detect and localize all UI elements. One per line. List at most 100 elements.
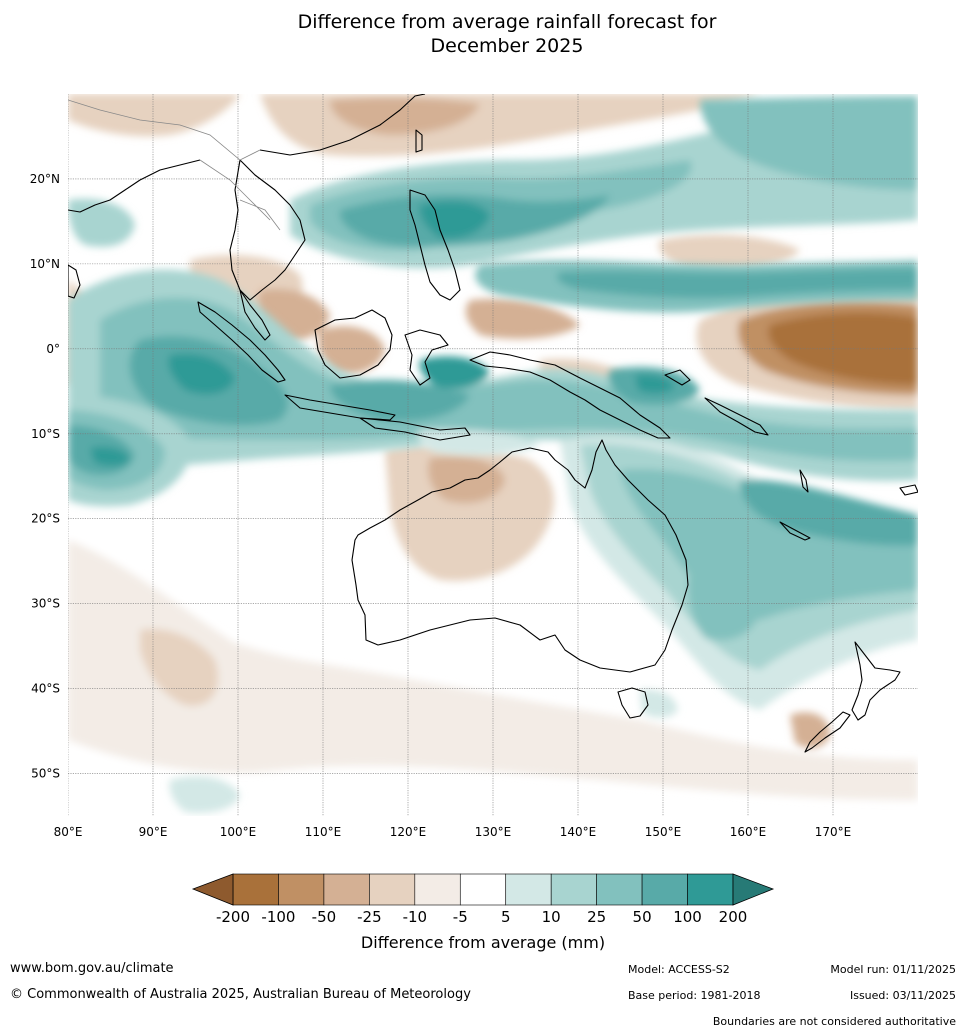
lat-label: 40°S [31,682,60,696]
colorbar-tick-label: 50 [633,908,652,926]
coastline-sri-lanka [68,264,81,299]
footer-disclaimer: Boundaries are not considered authoritat… [712,1015,956,1028]
coastline-indochina [229,159,306,301]
wet-region-itcz-core [556,268,918,299]
colorbar-label: Difference from average (mm) [361,933,605,952]
lat-label: 20°S [31,512,60,526]
lat-label: 10°S [31,427,60,441]
lon-label: 80°E [54,825,83,839]
coastline-nz-north [851,641,901,721]
footer-model: Model: ACCESS-S2 [628,963,730,976]
coastline-china-south [259,94,426,156]
coastline-sumatra [197,301,286,383]
lon-label: 130°E [475,825,512,839]
lon-label: 160°E [730,825,767,839]
coastline-new-britain [664,369,691,386]
longitude-labels: 80°E 90°E 100°E 110°E 120°E 130°E 140°E 150°E 16… [54,825,852,839]
wet-region-southern-ocean [169,776,240,813]
colorbar-swatch [687,873,734,906]
colorbar-extend-high [732,873,775,906]
coastline-timor-group [359,417,471,441]
footer-website[interactable]: www.bom.gov.au/climate [10,961,174,976]
coastline-new-caledonia [779,521,811,541]
colorbar-tick-label: -200 [216,908,250,926]
colorbar-swatch [596,873,643,906]
colorbar-swatch [414,873,461,906]
wet-region-indian-equatorial-peak [168,353,235,395]
wet-region-north-pacific-band [700,96,918,190]
colorbar-swatch [505,873,552,906]
coastline-borneo [314,309,393,379]
colorbar-tick-label: -10 [403,908,428,926]
latitude-labels: 20°N 10°N 0° 10°S 20°S 30°S 40°S 50°S [30,172,60,781]
dry-region-south-china-core [330,97,480,135]
lon-label: 150°E [645,825,682,839]
colorbar-extend-low [191,873,234,906]
coastline-new-guinea [469,351,671,439]
dry-region-borneo [318,326,385,374]
footer-issued: Issued: 03/11/2025 [849,989,956,1002]
coastline-australia [351,439,689,673]
colorbar-tick-label: 25 [587,908,606,926]
map-title: Difference from average rainfall forecas… [0,10,965,58]
map-title-line2: December 2025 [430,35,584,57]
colorbar-swatch [232,873,279,906]
dry-region-western-pacific [658,234,800,270]
colorbar: -200 -100 -50 -25 -10 -5 5 10 25 50 100 200 Differe… [191,873,775,952]
colorbar-tick-label: 100 [673,908,702,926]
colorbar-tick-label: -5 [453,908,468,926]
coastline-nz-south [804,711,851,753]
colorbar-swatch [459,873,507,906]
footer-copyright: © Commonwealth of Australia 2025, Austra… [10,987,471,1002]
lat-label: 10°N [30,257,60,271]
dry-region-northwest-australia [385,444,554,581]
lat-label: 0° [46,342,60,356]
colorbar-tick-label: -50 [312,908,337,926]
lon-label: 120°E [390,825,427,839]
dry-region-indian-ocean-south [140,629,219,706]
wet-region-indian-equatorial-mid [100,297,918,462]
lon-label: 110°E [305,825,342,839]
dry-region-sulawesi [465,298,580,339]
colorbar-tick-labels: -200 -100 -50 -25 -10 -5 5 10 25 50 100 200 [216,908,747,926]
colorbar-tick-label: -100 [261,908,295,926]
wet-region-coral-sea-core [620,469,918,620]
colorbar-swatch [550,873,597,906]
coastline-fiji [899,484,918,496]
footer-base-period: Base period: 1981-2018 [628,989,761,1002]
map-panel [68,94,918,816]
lon-label: 90°E [139,825,168,839]
colorbar-swatch [278,873,325,906]
wet-region-andaman [68,198,135,247]
map-title-line1: Difference from average rainfall forecas… [297,11,717,33]
wet-anomaly-contours [68,96,918,813]
dry-region-southern-ocean [68,570,918,800]
coastline-java [284,394,396,421]
country-borders [68,99,281,231]
wet-region-java-south [418,429,540,456]
coastline-vanuatu [799,469,809,493]
wet-region-philippines-peak [419,201,490,239]
colorbar-tick-label: 5 [501,908,511,926]
colorbar-tick-label: 200 [719,908,748,926]
wet-region-tasman [688,569,760,641]
coastlines [68,94,918,753]
lat-label: 20°N [30,172,60,186]
coastline-solomon-islands [704,397,769,436]
coastline-india-east [68,159,201,213]
lon-label: 170°E [815,825,852,839]
coastline-sulawesi [404,329,449,386]
wet-region-coral-sea-peak [740,479,918,546]
colorbar-swatch [369,873,416,906]
dry-region-new-zealand-south [790,712,830,749]
wet-region-banda-core [419,356,490,389]
border-asia-mainland [68,99,281,231]
colorbar-tick-label: -25 [357,908,382,926]
lon-label: 140°E [560,825,597,839]
lat-label: 30°S [31,597,60,611]
wet-region-new-guinea-peak [635,374,675,394]
wet-region-tasmania [640,689,678,718]
gridlines [68,94,918,816]
lon-label: 100°E [220,825,257,839]
